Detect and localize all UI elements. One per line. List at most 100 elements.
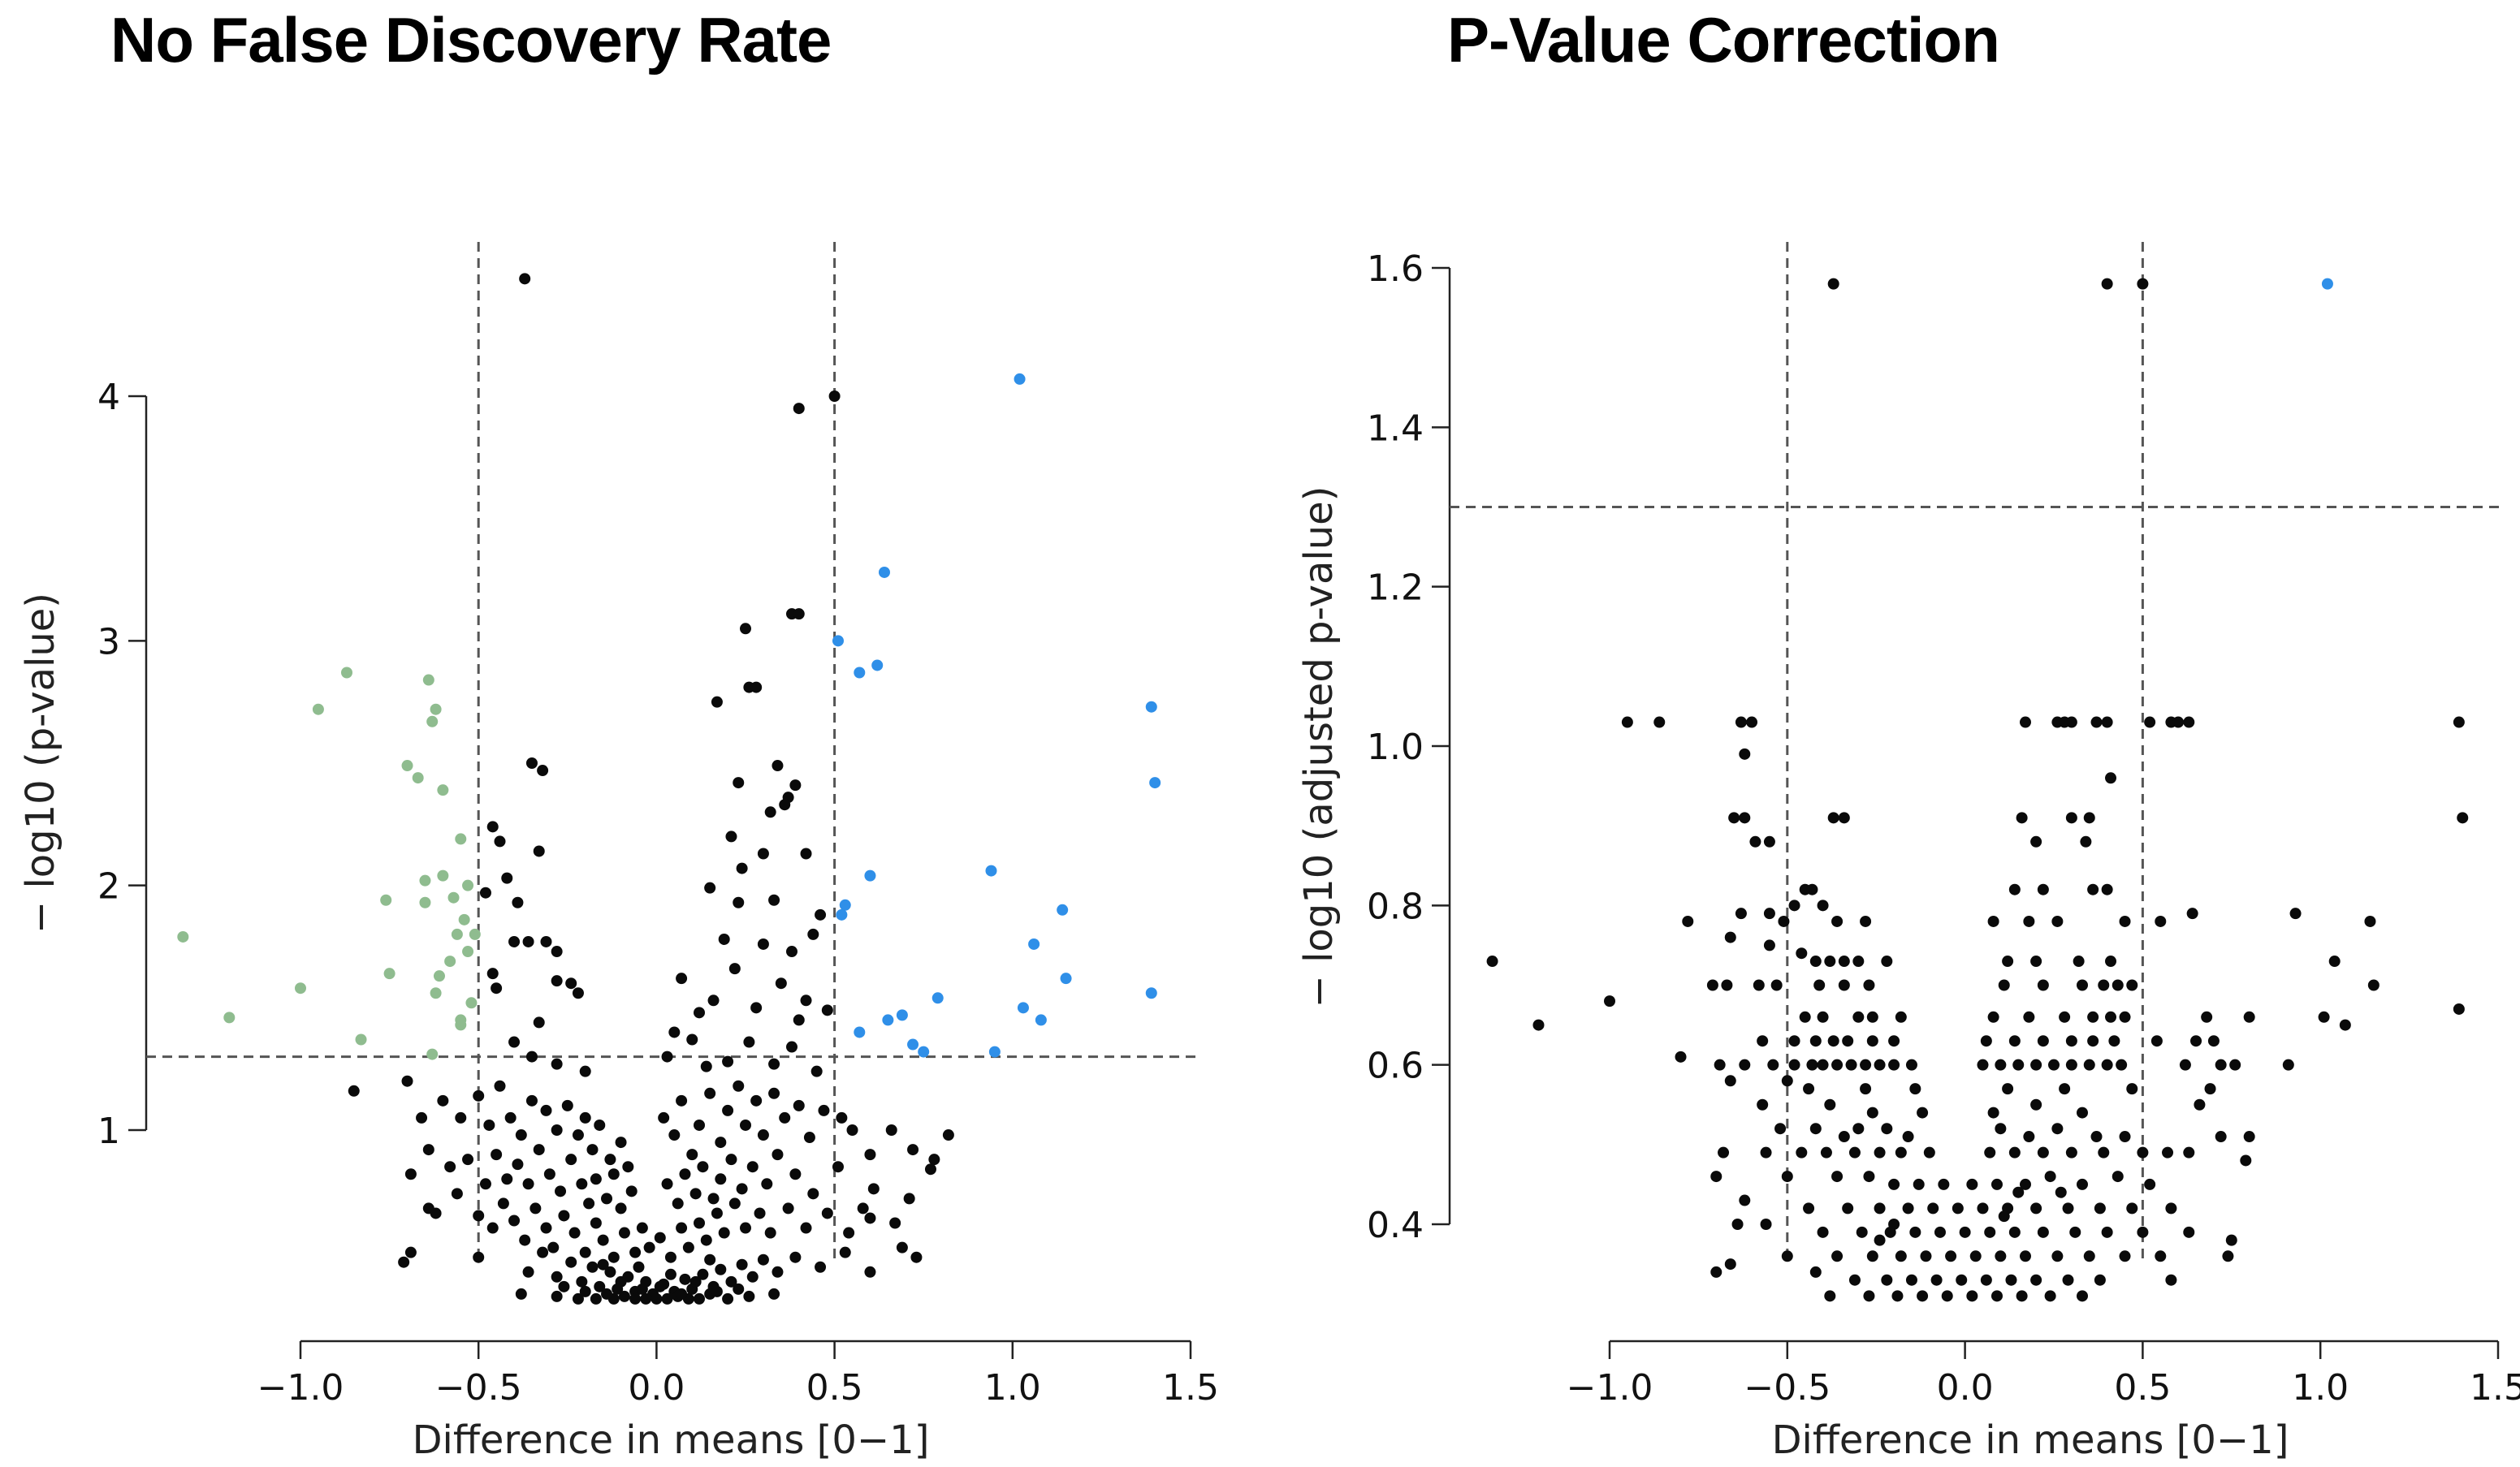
data-point-not-significant — [2090, 716, 2103, 728]
data-point-not-significant — [815, 908, 827, 921]
data-point-not-significant — [1913, 1178, 1925, 1190]
x-tick-label: 1.0 — [2292, 1367, 2349, 1409]
data-point-not-significant — [629, 1292, 642, 1305]
data-point-not-significant — [1838, 1131, 1850, 1143]
data-point-not-significant — [486, 968, 499, 980]
data-point-not-significant — [654, 1232, 666, 1244]
data-point-not-significant — [398, 1256, 410, 1268]
data-point-not-significant — [572, 1292, 584, 1305]
data-point-not-significant — [2367, 979, 2380, 991]
chart-left: 1 2 3 4 −1.0 −0.5 0.0 0.5 1.0 1.5 Difference in me… — [18, 242, 1219, 1463]
data-point-not-significant — [757, 1129, 769, 1141]
data-point-not-significant — [508, 1215, 521, 1227]
data-point-not-significant — [768, 1288, 780, 1300]
data-point-not-significant — [800, 995, 812, 1007]
data-point-up — [2321, 278, 2333, 290]
data-point-not-significant — [601, 1288, 613, 1300]
data-point-up — [1014, 373, 1026, 385]
data-point-not-significant — [1881, 1123, 1893, 1135]
data-point-not-significant — [1621, 716, 1633, 728]
data-point-not-significant — [2083, 812, 2095, 824]
data-point-not-significant — [515, 1129, 527, 1141]
data-point-up — [907, 1038, 919, 1051]
data-point-not-significant — [2098, 979, 2110, 991]
data-point-not-significant — [2108, 1035, 2120, 1047]
data-point-not-significant — [1852, 1011, 1865, 1023]
data-point-not-significant — [2016, 1290, 2028, 1302]
data-point-not-significant — [2037, 1146, 2049, 1158]
data-point-not-significant — [2165, 1274, 2177, 1286]
data-point-not-significant — [1866, 1011, 1878, 1023]
data-point-not-significant — [2087, 1011, 2099, 1023]
data-point-not-significant — [2030, 1098, 2042, 1111]
data-point-not-significant — [583, 1197, 595, 1210]
data-point-not-significant — [1969, 1250, 1982, 1262]
x-tick-label: 0.0 — [628, 1367, 685, 1409]
data-point-not-significant — [2101, 278, 2113, 290]
data-point-not-significant — [736, 1258, 748, 1271]
data-point-not-significant — [437, 1094, 449, 1107]
data-point-not-significant — [607, 1168, 620, 1180]
data-point-not-significant — [1803, 1202, 1815, 1215]
data-point-not-significant — [451, 1188, 463, 1200]
data-point-not-significant — [568, 1227, 581, 1239]
data-point-not-significant — [1917, 1107, 1929, 1119]
data-point-not-significant — [942, 1129, 954, 1141]
data-point-down — [426, 1048, 439, 1060]
data-point-not-significant — [2215, 1059, 2227, 1071]
data-point-not-significant — [736, 1183, 748, 1195]
data-point-not-significant — [1721, 979, 1733, 991]
data-point-not-significant — [686, 1033, 698, 1046]
data-point-not-significant — [2062, 1274, 2074, 1286]
data-point-not-significant — [2144, 716, 2156, 728]
data-point-not-significant — [668, 1026, 681, 1038]
data-point-up — [985, 865, 997, 877]
data-point-not-significant — [1838, 956, 1850, 968]
data-point-not-significant — [522, 1266, 534, 1278]
data-point-not-significant — [1987, 1011, 1999, 1023]
data-point-not-significant — [818, 1104, 830, 1116]
y-tick-label: 1.0 — [1367, 727, 1424, 768]
data-point-down — [455, 833, 467, 845]
data-point-down — [433, 970, 445, 982]
data-point-not-significant — [1902, 1202, 1914, 1215]
data-point-up — [854, 667, 866, 679]
data-point-not-significant — [807, 928, 819, 940]
data-point-not-significant — [2162, 1146, 2174, 1158]
data-point-not-significant — [733, 777, 745, 789]
data-point-not-significant — [793, 1014, 805, 1026]
data-point-not-significant — [2019, 1178, 2031, 1190]
y-tick-label: 0.8 — [1367, 886, 1424, 927]
data-point-not-significant — [2201, 1011, 2213, 1023]
data-point-not-significant — [676, 1288, 688, 1300]
data-point-not-significant — [1827, 812, 1839, 824]
data-point-not-significant — [1757, 1035, 1769, 1047]
data-point-not-significant — [2339, 1019, 2351, 1031]
data-point-not-significant — [1714, 1059, 1726, 1071]
data-point-not-significant — [1941, 1290, 1953, 1302]
data-point-not-significant — [1917, 1290, 1929, 1302]
data-point-not-significant — [700, 1060, 712, 1072]
data-point-not-significant — [512, 896, 524, 908]
data-point-not-significant — [686, 1149, 698, 1161]
data-point-not-significant — [2062, 1202, 2074, 1215]
data-point-not-significant — [1845, 1059, 1857, 1071]
data-point-not-significant — [2037, 979, 2049, 991]
data-point-not-significant — [924, 1163, 936, 1176]
data-point-not-significant — [404, 1246, 417, 1258]
data-point-not-significant — [807, 1188, 819, 1200]
data-point-not-significant — [761, 1178, 773, 1190]
data-point-not-significant — [1987, 1107, 1999, 1119]
data-point-not-significant — [1966, 1178, 1978, 1190]
data-point-not-significant — [750, 1094, 763, 1107]
data-point-not-significant — [793, 608, 805, 620]
data-point-not-significant — [525, 757, 538, 769]
data-point-not-significant — [2059, 1083, 2071, 1095]
data-point-down — [355, 1033, 367, 1046]
data-point-not-significant — [643, 1241, 655, 1253]
data-point-not-significant — [2016, 812, 2028, 824]
data-point-not-significant — [846, 1124, 858, 1136]
data-point-not-significant — [1998, 979, 2010, 991]
data-point-up — [854, 1026, 866, 1038]
